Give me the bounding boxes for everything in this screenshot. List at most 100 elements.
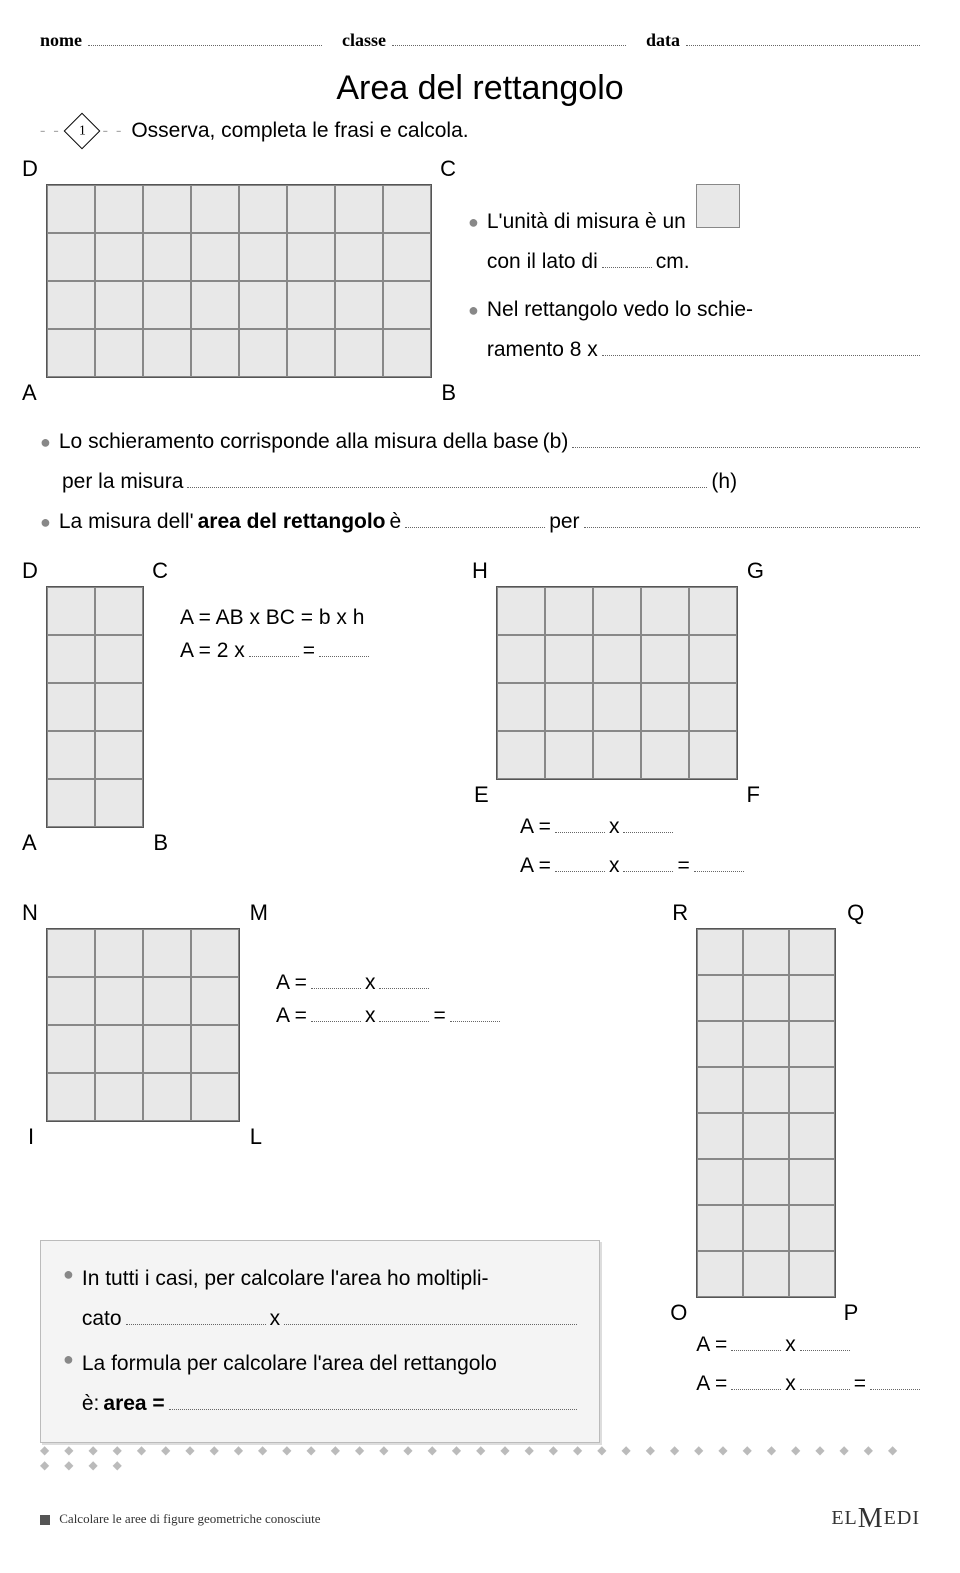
grid-cell — [497, 587, 545, 635]
field-data[interactable] — [686, 30, 920, 46]
grid-cell — [287, 281, 335, 329]
grid-cell — [191, 281, 239, 329]
fill-f3a[interactable] — [555, 812, 605, 833]
formula-sub: A = 2 x = — [180, 636, 460, 663]
rect3-block: H G E F A = x A = x = — [490, 560, 920, 884]
vertex-P: P — [844, 1300, 859, 1326]
grid-cell — [95, 587, 143, 635]
fill-f4e[interactable] — [450, 1001, 500, 1022]
square-icon — [40, 1515, 50, 1525]
rect4-grid — [46, 928, 240, 1122]
grid-cell — [239, 329, 287, 377]
grid-cell — [497, 731, 545, 779]
grid-cell — [789, 1113, 835, 1159]
grid-cell — [191, 977, 239, 1025]
fill-f1[interactable] — [249, 636, 299, 657]
vertex-B: B — [441, 380, 456, 406]
vertex-D: D — [22, 156, 38, 182]
grid-cell — [697, 929, 743, 975]
field-nome[interactable] — [88, 30, 322, 46]
fill-base[interactable] — [572, 427, 920, 448]
grid-cell — [143, 329, 191, 377]
page-title: Area del rettangolo — [40, 69, 920, 108]
fill-f3b[interactable] — [623, 812, 673, 833]
grid-cell — [95, 731, 143, 779]
fill-f3e[interactable] — [694, 851, 744, 872]
m2-sym: (h) — [711, 462, 737, 502]
grid-cell — [95, 683, 143, 731]
fill-schieramento[interactable] — [602, 335, 920, 356]
fill-s1a[interactable] — [126, 1304, 266, 1325]
vertex-O: O — [670, 1300, 687, 1326]
page-header: nome classe data — [40, 30, 920, 51]
bullets-mid: ● Lo schieramento corrisponde alla misur… — [40, 422, 920, 542]
vertex-D2: D — [22, 558, 38, 584]
fill-f4a[interactable] — [311, 968, 361, 989]
fill-f2[interactable] — [319, 636, 369, 657]
grid-cell — [545, 587, 593, 635]
rect5-grid — [696, 928, 836, 1298]
grid-cell — [143, 1073, 191, 1121]
grid-cell — [191, 1073, 239, 1121]
s2-text: La formula per calcolare l'area del rett… — [82, 1352, 497, 1375]
b2-pre: Nel rettangolo vedo lo schie- — [487, 298, 753, 321]
grid-cell — [593, 635, 641, 683]
fill-lato[interactable] — [602, 247, 652, 268]
grid-cell — [95, 233, 143, 281]
grid-cell — [743, 1067, 789, 1113]
b1-pre: L'unità di misura è un — [487, 202, 686, 242]
vertex-I: I — [28, 1124, 34, 1150]
vertex-G: G — [747, 558, 764, 584]
fill-f3d[interactable] — [623, 851, 673, 872]
grid-cell — [743, 1113, 789, 1159]
grid-cell — [95, 1073, 143, 1121]
fill-area2[interactable] — [584, 507, 920, 528]
grid-cell — [239, 281, 287, 329]
formula-block-2: A = x A = x = — [276, 902, 536, 1034]
grid-cell — [143, 281, 191, 329]
vertex-L: L — [250, 1124, 262, 1150]
vertex-C: C — [440, 156, 456, 182]
fill-misura[interactable] — [187, 467, 707, 488]
grid-cell — [789, 1251, 835, 1297]
grid-cell — [593, 587, 641, 635]
bullets-right: ● L'unità di misura è un con il lato di … — [468, 158, 920, 370]
fill-area1[interactable] — [405, 507, 545, 528]
field-classe[interactable] — [392, 30, 626, 46]
fill-f4c[interactable] — [311, 1001, 361, 1022]
grid-cell — [239, 185, 287, 233]
f3-a: A = — [520, 815, 551, 839]
b2-line2: ramento 8 x — [487, 330, 598, 370]
fill-s1b[interactable] — [284, 1304, 577, 1325]
bullet-icon: ● — [63, 1350, 74, 1424]
m3-post: è — [390, 502, 402, 542]
fill-f3c[interactable] — [555, 851, 605, 872]
grid-cell — [95, 1025, 143, 1073]
grid-cell — [697, 1067, 743, 1113]
s2-bold: area = — [103, 1384, 164, 1424]
grid-cell — [95, 635, 143, 683]
bullet-icon: ● — [468, 301, 479, 319]
m3-bold: area del rettangolo — [198, 502, 386, 542]
grid-cell — [497, 683, 545, 731]
grid-cell — [743, 1159, 789, 1205]
fill-f4b[interactable] — [379, 968, 429, 989]
grid-cell — [287, 233, 335, 281]
grid-cell — [191, 185, 239, 233]
grid-cell — [47, 779, 95, 827]
grid-cell — [143, 929, 191, 977]
rect4-col: N M I L — [40, 902, 246, 1148]
fill-s2[interactable] — [169, 1389, 577, 1410]
grid-cell — [95, 281, 143, 329]
vertex-N: N — [22, 900, 38, 926]
grid-cell — [191, 233, 239, 281]
rect2-wrap: D C A B — [40, 560, 150, 854]
s1-pre: In tutti i casi, per calcolare l'area ho… — [82, 1267, 489, 1290]
grid-cell — [697, 1021, 743, 1067]
grid-cell — [383, 281, 431, 329]
grid-cell — [47, 1073, 95, 1121]
grid-cell — [191, 1025, 239, 1073]
grid-cell — [641, 731, 689, 779]
fill-f4d[interactable] — [379, 1001, 429, 1022]
grid-cell — [47, 185, 95, 233]
